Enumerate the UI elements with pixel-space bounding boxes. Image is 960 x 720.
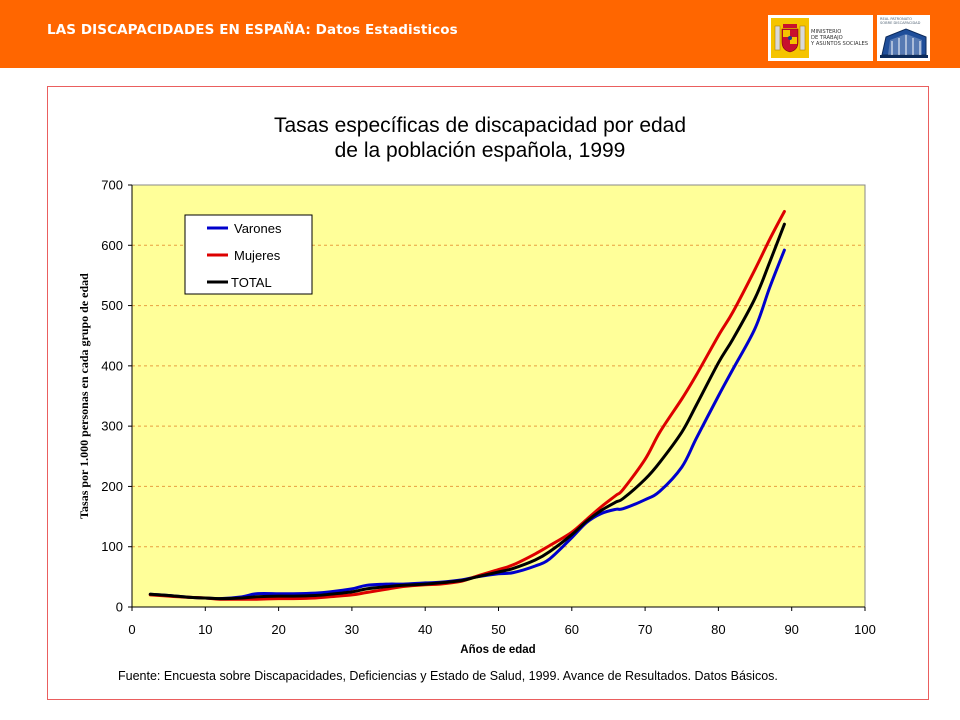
y-tick-label: 200 xyxy=(101,479,123,494)
x-tick-label: 80 xyxy=(711,622,725,637)
x-tick-label: 50 xyxy=(491,622,505,637)
legend-label-varones: Varones xyxy=(234,221,282,236)
y-tick-label: 700 xyxy=(101,178,123,193)
source-note: Fuente: Encuesta sobre Discapacidades, D… xyxy=(118,669,778,683)
y-tick-label: 100 xyxy=(101,539,123,554)
real-patronato-logo: REAL PATRONATO SOBRE DISCAPACIDAD xyxy=(877,15,930,61)
chart-title-line-1: Tasas específicas de discapacidad por ed… xyxy=(273,114,687,137)
x-tick-labels: 0 10 20 30 40 50 60 70 80 90 100 xyxy=(128,607,876,637)
x-tick-label: 40 xyxy=(418,622,432,637)
x-tick-label: 20 xyxy=(271,622,285,637)
chart-frame xyxy=(47,86,929,700)
series-line-total xyxy=(148,222,786,601)
x-tick-label: 30 xyxy=(345,622,359,637)
y-tick-label: 500 xyxy=(101,298,123,313)
y-tick-label: 300 xyxy=(101,419,123,434)
x-tick-label: 70 xyxy=(638,622,652,637)
legend-label-mujeres: Mujeres xyxy=(234,248,281,263)
header-bar: LAS DISCAPACIDADES EN ESPAÑA: Datos Esta… xyxy=(0,0,960,68)
x-axis-label: Años de edad xyxy=(460,644,535,656)
ministerio-logo: MINISTERIO DE TRABAJO Y ASUNTOS SOCIALES xyxy=(768,15,873,61)
y-tick-label: 0 xyxy=(116,600,123,615)
y-axis-label: Tasas por 1.000 personas en cada grupo d… xyxy=(77,273,91,519)
x-tick-label: 100 xyxy=(854,622,876,637)
legend: Varones Mujeres TOTAL xyxy=(184,214,313,295)
x-tick-label: 60 xyxy=(565,622,579,637)
chart-title-line-2: de la población española, 1999 xyxy=(334,139,626,162)
header-title: LAS DISCAPACIDADES EN ESPAÑA: Datos Esta… xyxy=(47,22,458,38)
y-tick-label: 400 xyxy=(101,358,123,373)
building-icon xyxy=(880,28,928,58)
y-tick-labels: 0 100 200 300 400 500 600 700 xyxy=(101,178,132,615)
legend-label-total: TOTAL xyxy=(231,275,272,290)
series-lines xyxy=(148,210,786,601)
real-patronato-logo-text: REAL PATRONATO SOBRE DISCAPACIDAD xyxy=(880,17,921,25)
x-tick-label: 0 xyxy=(128,622,135,637)
y-tick-label: 600 xyxy=(101,238,123,253)
coat-of-arms-icon xyxy=(771,18,809,58)
legend-box xyxy=(184,214,313,295)
x-tick-label: 90 xyxy=(784,622,798,637)
x-tick-label: 10 xyxy=(198,622,212,637)
ministerio-logo-text: MINISTERIO DE TRABAJO Y ASUNTOS SOCIALES xyxy=(811,29,869,48)
